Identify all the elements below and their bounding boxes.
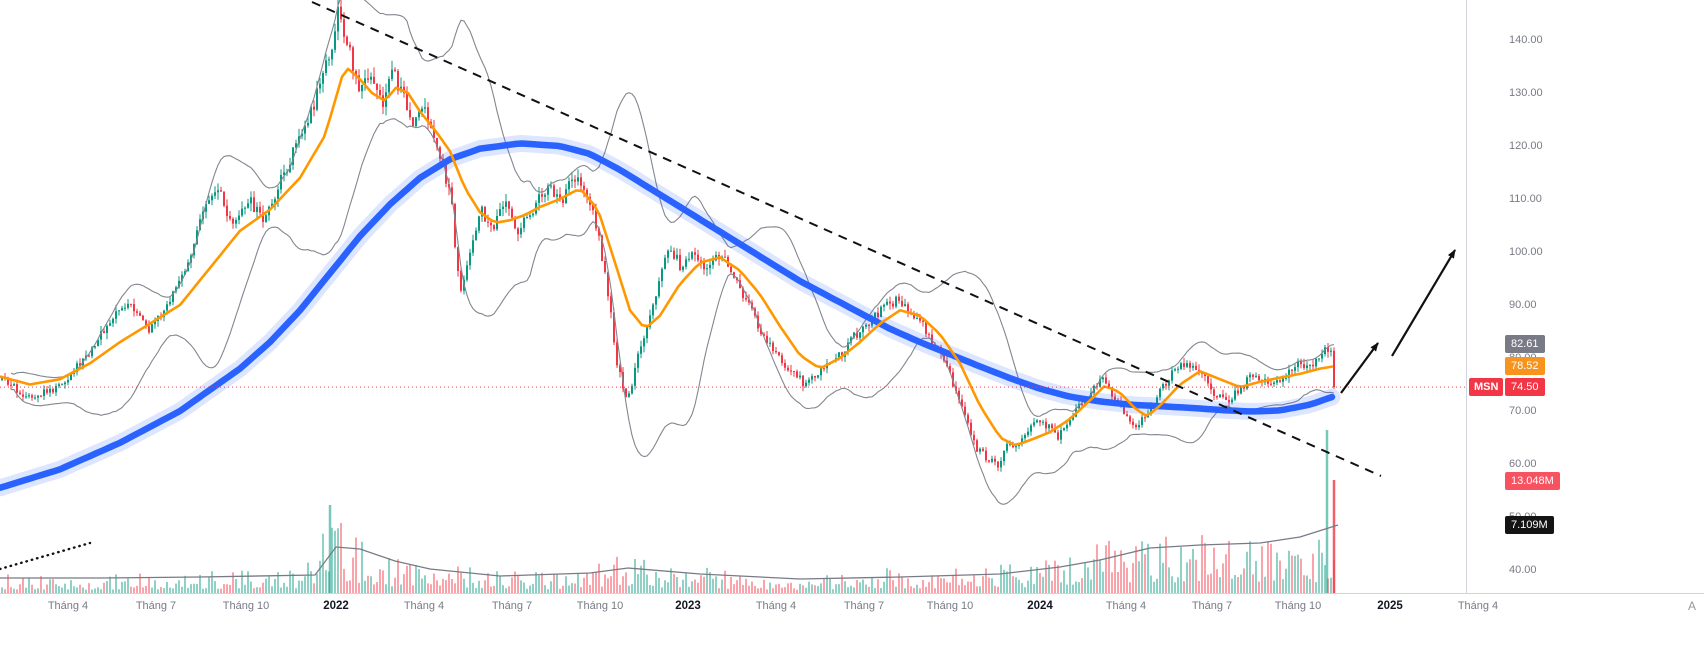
upper-band-value-badge: 82.61 [1505, 335, 1545, 354]
projection-arrow[interactable] [1340, 342, 1379, 394]
volume-spike [1332, 480, 1336, 593]
month-label[interactable]: Tháng 7 [135, 600, 177, 612]
volume-bars-down [4, 523, 1335, 593]
lower-band-line [11, 118, 1335, 505]
projection-arrow[interactable] [1391, 249, 1456, 357]
year-label[interactable]: 2024 [1027, 600, 1053, 612]
price-tick-label: 110.00 [1509, 193, 1542, 205]
month-label[interactable]: Tháng 4 [1457, 600, 1499, 612]
month-label[interactable]: Tháng 4 [1105, 600, 1147, 612]
orange-ma-line [0, 67, 1334, 447]
price-tick-label: 140.00 [1509, 34, 1543, 46]
time-axis[interactable]: A Tháng 4 Tháng 7 Tháng 10 2022 Tháng 4 Tháng… [0, 593, 1704, 666]
month-label[interactable]: Tháng 7 [843, 600, 885, 612]
last-price-badge: 74.50 [1505, 378, 1545, 397]
volume-value-badge: 13.048M [1505, 472, 1560, 490]
month-label[interactable]: Tháng 10 [576, 600, 624, 612]
orange-ma-value-badge: 78.52 [1505, 356, 1545, 375]
volume-ma-line [0, 524, 1339, 580]
month-label[interactable]: Tháng 10 [1274, 600, 1322, 612]
price-tick-label: 120.00 [1509, 140, 1543, 152]
price-tick-label: 60.00 [1509, 458, 1537, 470]
month-label[interactable]: Tháng 7 [1191, 600, 1233, 612]
month-label[interactable]: Tháng 10 [222, 600, 270, 612]
price-axis[interactable]: 140.00130.00120.00110.00100.0090.0080.00… [1466, 0, 1704, 593]
month-label[interactable]: Tháng 10 [926, 600, 974, 612]
month-label[interactable]: Tháng 4 [403, 600, 445, 612]
month-label[interactable]: Tháng 4 [755, 600, 797, 612]
price-tick-label: 100.00 [1509, 246, 1543, 258]
volume-spike [1325, 430, 1329, 593]
upper-band-line [10, 0, 1335, 417]
price-chart-canvas[interactable] [0, 0, 1466, 593]
adjust-toggle[interactable]: A [1688, 599, 1697, 613]
volume-spike [328, 505, 332, 593]
year-label[interactable]: 2023 [675, 600, 701, 612]
dotted-trendline[interactable] [0, 541, 92, 571]
symbol-tag: MSN [1469, 378, 1504, 397]
price-tick-label: 40.00 [1509, 564, 1537, 576]
month-label[interactable]: Tháng 4 [47, 600, 89, 612]
price-tick-label: 70.00 [1509, 405, 1537, 417]
price-tick-label: 90.00 [1509, 299, 1537, 311]
blue-ma-line [0, 140, 1336, 492]
volume-ma-value-badge: 7.109M [1505, 516, 1554, 534]
year-label[interactable]: 2025 [1377, 600, 1403, 612]
price-tick-label: 130.00 [1509, 87, 1543, 99]
month-label[interactable]: Tháng 7 [491, 600, 533, 612]
year-label[interactable]: 2022 [323, 600, 349, 612]
descending-trendline[interactable] [311, 1, 1382, 477]
